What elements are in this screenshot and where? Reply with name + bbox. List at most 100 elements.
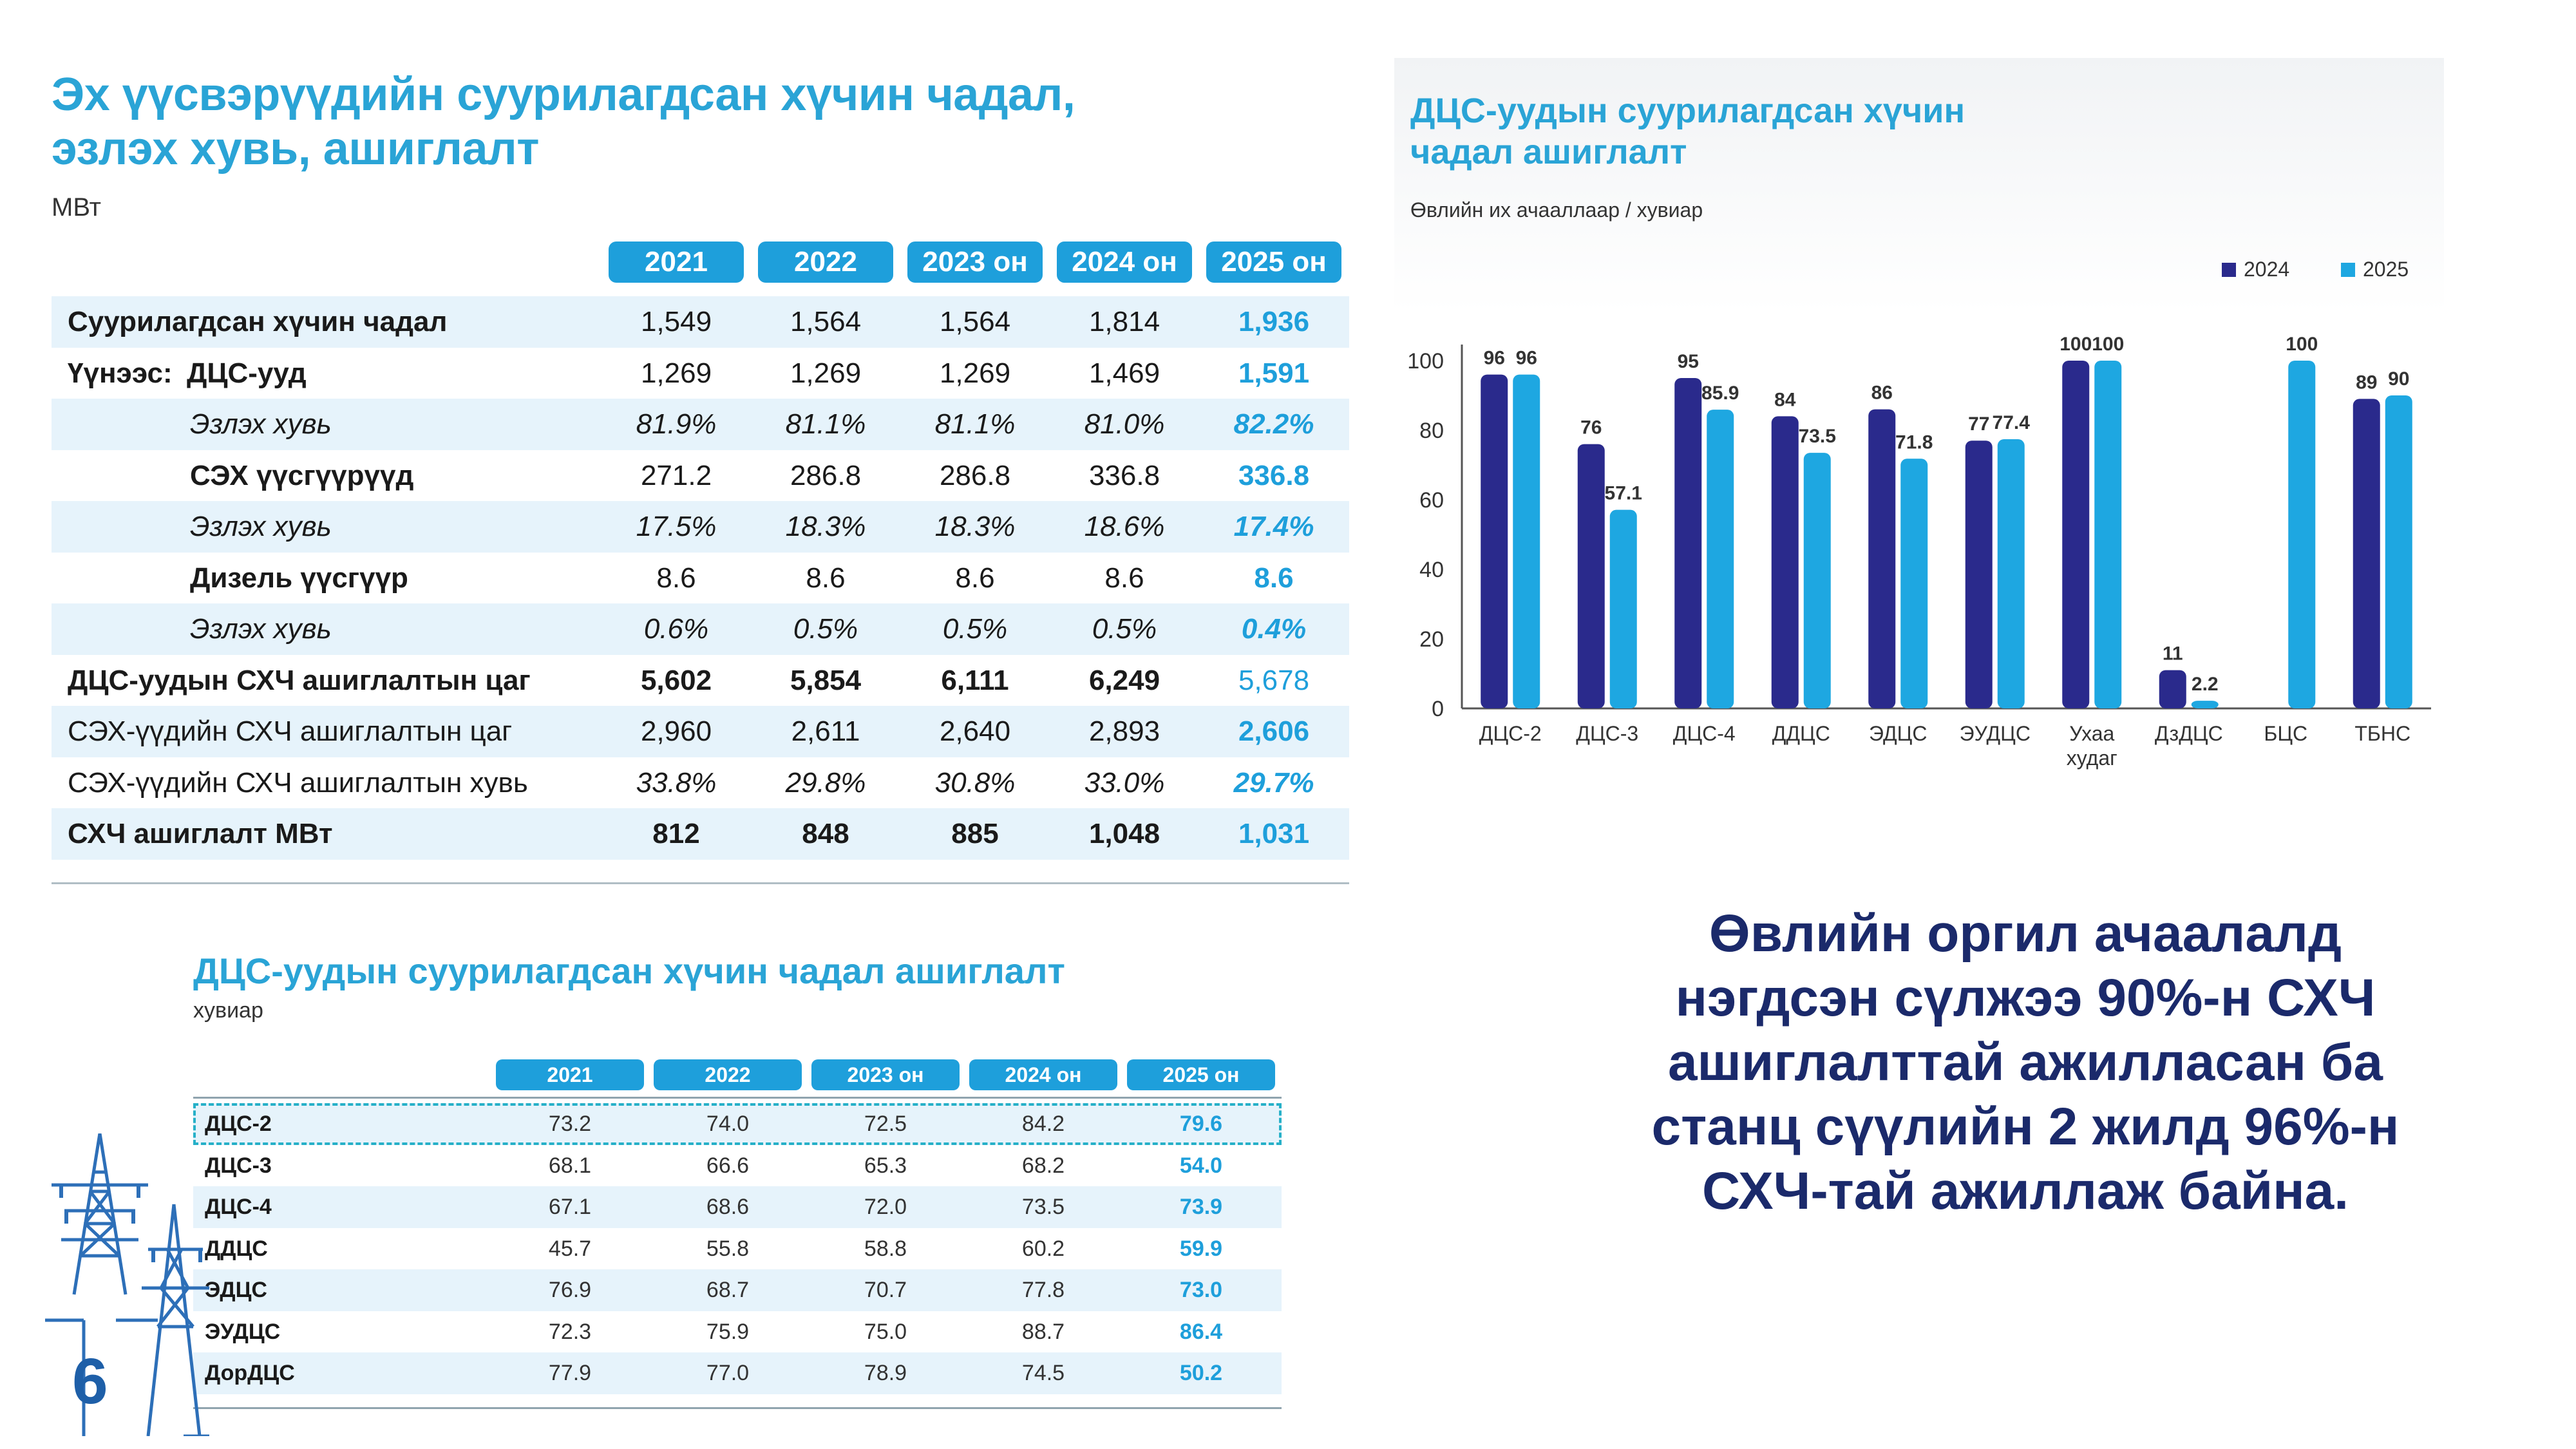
table-bottom-rule <box>193 1407 1282 1409</box>
table-row[interactable]: ДЦС-2 73.2 74.0 72.5 84.2 79.6 <box>193 1103 1282 1145</box>
col-header-2025: 2025 он <box>1206 242 1341 283</box>
bar-2025 <box>2191 701 2219 708</box>
bar-2024 <box>2353 399 2380 708</box>
bar-2025 <box>1513 374 1540 708</box>
table-row: Эзлэх хувь 81.9% 81.1% 81.1% 81.0% 82.2% <box>52 399 1349 450</box>
table-row: Эзлэх хувь 17.5% 18.3% 18.3% 18.6% 17.4% <box>52 501 1349 553</box>
table-row: СХЧ ашиглалт МВт 812 848 885 1,048 1,031 <box>52 808 1349 860</box>
power-tower-icon <box>45 1133 209 1436</box>
cell: 8.6 <box>656 562 696 594</box>
x-tick-label: ДЦС-3 <box>1576 722 1638 745</box>
data-label: 77.4 <box>1993 412 2031 433</box>
cell: 78.9 <box>864 1361 907 1385</box>
cell: 2,640 <box>939 715 1011 747</box>
cell: 79.6 <box>1179 1112 1223 1136</box>
cell: 18.6% <box>1084 511 1165 542</box>
row-label: ДорДЦС <box>205 1361 295 1385</box>
table-row[interactable]: ЭУДЦС 72.3 75.9 75.0 88.7 86.4 <box>193 1311 1282 1353</box>
capacity-table-unit: МВт <box>52 193 101 222</box>
row-label: ДЦС-4 <box>205 1195 272 1219</box>
data-label: 96 <box>1516 348 1537 369</box>
table-header-rule <box>193 1097 1282 1099</box>
cell: 30.8% <box>934 766 1016 799</box>
bar-2024 <box>1868 409 1896 708</box>
bar-2024 <box>2062 361 2090 708</box>
cell: 1,564 <box>939 306 1011 337</box>
col-header-2024: 2024 он <box>1057 242 1192 283</box>
legend-label-2025: 2025 <box>2363 258 2409 281</box>
data-label: 89 <box>2356 372 2377 393</box>
cell: 0.5% <box>942 613 1008 645</box>
table-row[interactable]: ДДЦС 45.7 55.8 58.8 60.2 59.9 <box>193 1228 1282 1270</box>
cell: 76.9 <box>548 1278 592 1302</box>
key-message-line: Өвлийн оргил ачаалалд <box>1709 904 2342 963</box>
cell: 73.2 <box>548 1112 592 1136</box>
plant-table-title: ДЦС-уудын суурилагдсан хүчин чадал ашигл… <box>193 951 1065 991</box>
cell: 72.3 <box>548 1319 592 1344</box>
legend-item-2024: 2024 <box>2222 258 2289 281</box>
data-label: 57.1 <box>1605 483 1642 504</box>
cell: 5,602 <box>640 664 712 696</box>
col-header-2023: 2023 он <box>811 1059 960 1090</box>
table-row[interactable]: ДЦС-4 67.1 68.6 72.0 73.5 73.9 <box>193 1186 1282 1228</box>
cell: 29.8% <box>785 766 866 799</box>
cell: 65.3 <box>864 1153 907 1178</box>
cell: 45.7 <box>548 1236 592 1261</box>
table-row[interactable]: ДЦС-3 68.1 66.6 65.3 68.2 54.0 <box>193 1145 1282 1187</box>
cell: 81.0% <box>1084 408 1165 440</box>
cell: 271.2 <box>640 459 712 491</box>
key-message-line: СХЧ-тай ажиллаж байна. <box>1701 1162 2349 1220</box>
cell: 1,469 <box>1088 357 1160 389</box>
row-label: СЭХ-үүдийн СХЧ ашиглалтын хувь <box>68 766 528 799</box>
cell: 0.5% <box>1092 613 1157 645</box>
bar-2025 <box>1803 453 1831 708</box>
data-label: 11 <box>2163 643 2183 665</box>
cell: 18.3% <box>785 511 866 542</box>
row-label: ДДЦС <box>205 1236 268 1261</box>
capacity-table-title: Эх үүсвэрүүдийн суурилагдсан хүчин чадал… <box>52 68 1075 176</box>
table-row: Эзлэх хувь 0.6% 0.5% 0.5% 0.5% 0.4% <box>52 603 1349 655</box>
data-label: 100 <box>2060 334 2092 355</box>
cell: 33.8% <box>636 766 717 799</box>
bar-2024 <box>1965 440 1993 708</box>
cell: 68.7 <box>706 1278 750 1302</box>
key-message-line: станц сүүлийн 2 жилд 96%-н <box>1651 1097 2400 1156</box>
table-row[interactable]: ЭДЦС 76.9 68.7 70.7 77.8 73.0 <box>193 1269 1282 1311</box>
col-header-2022: 2022 <box>654 1059 802 1090</box>
data-label: 96 <box>1484 348 1505 369</box>
row-label: Эзлэх хувь <box>190 613 332 645</box>
table-row: Дизель үүсгүүр 8.6 8.6 8.6 8.6 8.6 <box>52 553 1349 604</box>
legend-swatch-2025 <box>2341 262 2355 277</box>
utilization-bar-chart: ДЦС-уудын суурилагдсан хүчин чадал ашигл… <box>1394 58 2444 786</box>
table-row: ДЦС-уудын СХЧ ашиглалтын цаг 5,602 5,854… <box>52 655 1349 706</box>
cell: 8.6 <box>806 562 846 594</box>
legend-item-2025: 2025 <box>2341 258 2409 281</box>
cell: 1,591 <box>1238 357 1310 389</box>
row-label: ЭУДЦС <box>205 1319 281 1344</box>
page-number: 6 <box>72 1345 108 1417</box>
row-label: ДЦС-3 <box>205 1153 272 1178</box>
cell: 2,606 <box>1238 715 1310 747</box>
cell: 885 <box>951 818 999 849</box>
row-label: Эзлэх хувь <box>190 511 332 542</box>
plant-table-unit: хувиар <box>193 998 263 1023</box>
legend-swatch-2024 <box>2222 262 2236 277</box>
cell: 81.9% <box>636 408 717 440</box>
chart-title: ДЦС-уудын суурилагдсан хүчин чадал ашигл… <box>1410 90 1965 173</box>
cell: 1,048 <box>1088 818 1160 849</box>
table-row[interactable]: ДорДЦС 77.9 77.0 78.9 74.5 50.2 <box>193 1352 1282 1394</box>
cell: 86.4 <box>1179 1319 1223 1344</box>
table-row: СЭХ-үүдийн СХЧ ашиглалтын хувь 33.8% 29.… <box>52 757 1349 809</box>
plant-table-body: ДЦС-2 73.2 74.0 72.5 84.2 79.6 ДЦС-3 68.… <box>193 1103 1282 1394</box>
cell: 1,269 <box>640 357 712 389</box>
bar-2024 <box>1674 378 1702 708</box>
row-label: ЭДЦС <box>205 1278 267 1302</box>
cell: 336.8 <box>1088 459 1160 491</box>
cell: 29.7% <box>1233 766 1314 799</box>
x-tick-label: ДДЦС <box>1772 722 1830 745</box>
y-tick-label: 80 <box>1419 419 1444 443</box>
col-header-2021: 2021 <box>609 242 744 283</box>
chart-title-line2: чадал ашиглалт <box>1410 133 1687 171</box>
row-label: ДЦС-уудын СХЧ ашиглалтын цаг <box>68 664 531 696</box>
